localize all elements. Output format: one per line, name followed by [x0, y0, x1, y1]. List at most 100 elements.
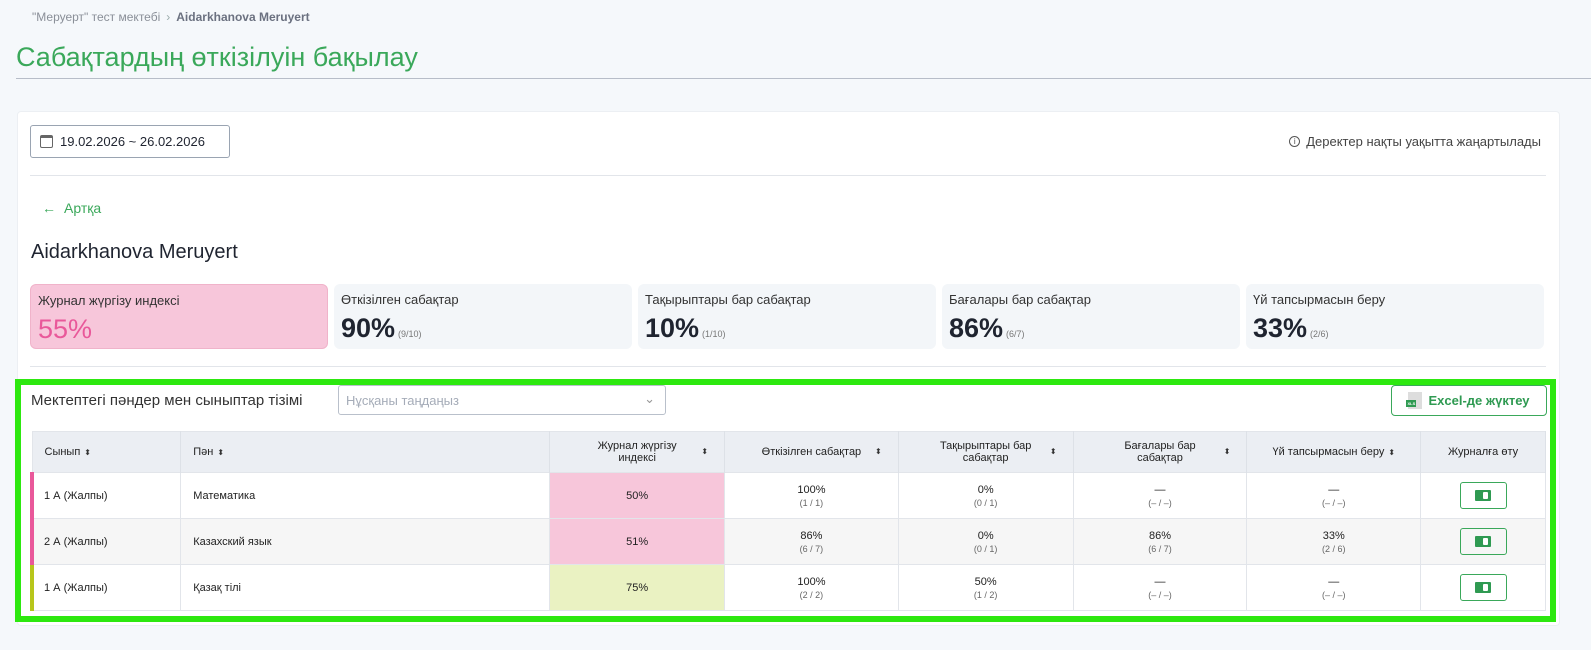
- stat-detail: (1/10): [702, 329, 726, 339]
- detail: (2 / 6): [1322, 543, 1346, 554]
- info-text: Деректер нақты уақытта жаңартылады: [1306, 134, 1541, 149]
- cell-class: 1 А (Жалпы): [30, 564, 182, 611]
- stat-value: 10%: [645, 313, 700, 343]
- sort-icon[interactable]: ⬍: [84, 448, 91, 457]
- detail: (– / –): [1322, 589, 1346, 600]
- title-divider: [16, 78, 1591, 79]
- option-select[interactable]: Нұсқаны таңдаңыз ⌄: [338, 385, 666, 415]
- detail: (0 / 1): [973, 543, 998, 554]
- cell-subject: Математика: [180, 472, 551, 519]
- value: —: [1154, 483, 1166, 496]
- stat-card-grades: Бағалары бар сабақтар 86% (6/7): [942, 284, 1240, 349]
- breadcrumb-current: Aidarkhanova Meruyert: [176, 10, 310, 24]
- open-journal-button[interactable]: [1459, 482, 1507, 509]
- header-label: Үй тапсырмасын беру: [1272, 446, 1385, 458]
- xls-file-icon: [1406, 392, 1423, 409]
- col-header-class[interactable]: Сынып ⬍: [32, 431, 182, 473]
- info-icon: i: [1289, 136, 1301, 147]
- col-header-homework[interactable]: Үй тапсырмасын беру ⬍: [1246, 431, 1422, 473]
- header-label: Журналға өту: [1448, 446, 1519, 458]
- value: 0%: [977, 483, 994, 496]
- cell-class: 1 А (Жалпы): [30, 472, 182, 519]
- chevron-down-icon: ⌄: [644, 391, 655, 406]
- stat-label: Өткізілген сабақтар: [341, 292, 459, 307]
- cell-journal: [1420, 518, 1546, 565]
- value: 0%: [977, 529, 994, 542]
- stat-value: 55%: [38, 314, 93, 344]
- stat-detail: (9/10): [398, 329, 422, 339]
- value: 100%: [797, 483, 826, 496]
- open-journal-button[interactable]: [1459, 574, 1507, 601]
- cell-topics: 0% (0 / 1): [898, 472, 1074, 519]
- cell-class: 2 А (Жалпы): [30, 518, 182, 565]
- date-range-value: 19.02.2026 ~ 26.02.2026: [60, 134, 205, 149]
- table-row: 1 А (Жалпы) Қазақ тілі 75% 100% (2 / 2) 5…: [30, 564, 1546, 611]
- stat-label: Бағалары бар сабақтар: [949, 292, 1092, 307]
- divider: [30, 175, 1546, 176]
- sort-icon[interactable]: ⬍: [1049, 447, 1057, 456]
- value: 86%: [800, 529, 823, 542]
- value: 33%: [1322, 529, 1345, 542]
- breadcrumb-parent[interactable]: "Меруерт" тест мектебі: [32, 10, 161, 24]
- detail: (– / –): [1322, 497, 1346, 508]
- back-label: Артқа: [64, 200, 102, 216]
- sort-icon[interactable]: ⬍: [1388, 448, 1396, 457]
- divider: [30, 366, 1546, 367]
- select-placeholder: Нұсқаны таңдаңыз: [346, 393, 459, 408]
- col-header-topics[interactable]: Тақырыптары бар сабақтар ⬍: [898, 431, 1074, 473]
- sort-icon[interactable]: ⬍: [1223, 447, 1231, 456]
- cell-homework: — (– / –): [1246, 564, 1422, 611]
- cell-journal: [1420, 472, 1546, 519]
- detail: (2 / 2): [799, 589, 824, 600]
- col-header-subject[interactable]: Пән ⬍: [180, 431, 551, 473]
- stat-card-index: Журнал жүргізу индексі 55%: [30, 284, 328, 349]
- cell-grades: — (– / –): [1073, 564, 1248, 611]
- cell-grades: 86% (6 / 7): [1073, 518, 1248, 565]
- sort-icon[interactable]: ⬍: [875, 447, 882, 456]
- stat-label: Журнал жүргізу индексі: [38, 293, 180, 308]
- book-icon: [1475, 490, 1492, 501]
- stat-value: 90%: [341, 313, 396, 343]
- date-range-picker[interactable]: 19.02.2026 ~ 26.02.2026: [30, 125, 230, 158]
- open-journal-button[interactable]: [1459, 528, 1507, 555]
- info-note: i Деректер нақты уақытта жаңартылады: [1289, 134, 1541, 149]
- value: —: [1328, 483, 1340, 496]
- cell-subject: Казахский язык: [180, 518, 551, 565]
- header-label: Сынып: [44, 446, 81, 458]
- col-header-index[interactable]: Журнал жүргізу индексі ⬍: [549, 431, 726, 473]
- detail: (0 / 1): [973, 497, 998, 508]
- stat-detail: (6/7): [1006, 329, 1025, 339]
- stat-detail: (2/6): [1310, 329, 1329, 339]
- detail: (1 / 2): [973, 589, 998, 600]
- cell-conducted: 100% (1 / 1): [724, 472, 899, 519]
- cell-conducted: 86% (6 / 7): [724, 518, 899, 565]
- sort-icon[interactable]: ⬍: [701, 447, 709, 456]
- cell-conducted: 100% (2 / 2): [724, 564, 899, 611]
- back-link[interactable]: ← Артқа: [42, 200, 101, 216]
- cell-index: 51%: [549, 518, 726, 565]
- breadcrumb: "Меруерт" тест мектебі › Aidarkhanova Meru…: [32, 10, 310, 24]
- sort-icon[interactable]: ⬍: [217, 448, 225, 457]
- col-header-grades[interactable]: Бағалары бар сабақтар ⬍: [1073, 431, 1248, 473]
- detail: (– / –): [1148, 497, 1172, 508]
- excel-download-button[interactable]: Excel-де жүктеу: [1391, 385, 1547, 416]
- calendar-icon: [40, 135, 53, 148]
- stat-value: 86%: [949, 313, 1004, 343]
- detail: (6 / 7): [1148, 543, 1172, 554]
- header-label: Өткізілген сабақтар: [761, 446, 862, 458]
- list-title: Мектептегі пәндер мен сыныптар тізімі: [31, 392, 303, 409]
- value: —: [1154, 575, 1166, 588]
- book-icon: [1475, 536, 1492, 547]
- header-label: Журнал жүргізу индексі: [597, 440, 677, 464]
- excel-label: Excel-де жүктеу: [1428, 393, 1530, 408]
- cell-topics: 0% (0 / 1): [898, 518, 1074, 565]
- cell-homework: 33% (2 / 6): [1246, 518, 1422, 565]
- col-header-conducted[interactable]: Өткізілген сабақтар ⬍: [724, 431, 899, 473]
- stats-row: Журнал жүргізу индексі 55% Өткізілген саб…: [30, 284, 1544, 349]
- cell-journal: [1420, 564, 1546, 611]
- cell-homework: — (– / –): [1246, 472, 1422, 519]
- stat-card-homework: Үй тапсырмасын беру 33% (2/6): [1246, 284, 1544, 349]
- cell-topics: 50% (1 / 2): [898, 564, 1074, 611]
- cell-subject: Қазақ тілі: [180, 564, 551, 611]
- table-row: 1 А (Жалпы) Математика 50% 100% (1 / 1) 0…: [30, 472, 1546, 519]
